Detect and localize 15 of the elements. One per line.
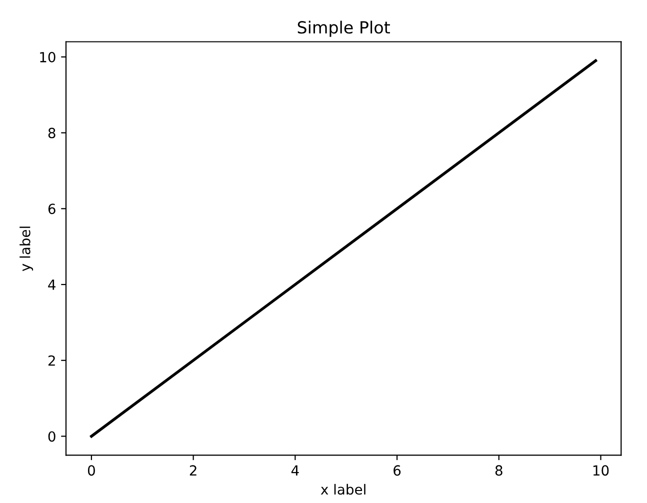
y-tick-label: 6 xyxy=(48,204,56,214)
y-tick-label: 4 xyxy=(48,280,56,290)
y-axis-title: y label xyxy=(20,226,34,272)
x-tick-label: 8 xyxy=(495,465,502,476)
y-tick-label: 2 xyxy=(48,355,55,366)
x-tick-label: 0 xyxy=(88,465,95,476)
x-tick-label: 6 xyxy=(394,465,401,476)
y-tick-label: 0 xyxy=(48,431,56,442)
x-tick-label: 10 xyxy=(593,465,609,476)
x-tick-label: 2 xyxy=(190,465,196,476)
x-tick-label: 4 xyxy=(291,465,299,476)
y-tick-label: 8 xyxy=(48,128,56,138)
y-tick-label: 10 xyxy=(40,52,56,62)
x-axis-title: x label xyxy=(320,484,366,495)
chart-title: Simple Plot xyxy=(298,20,390,37)
